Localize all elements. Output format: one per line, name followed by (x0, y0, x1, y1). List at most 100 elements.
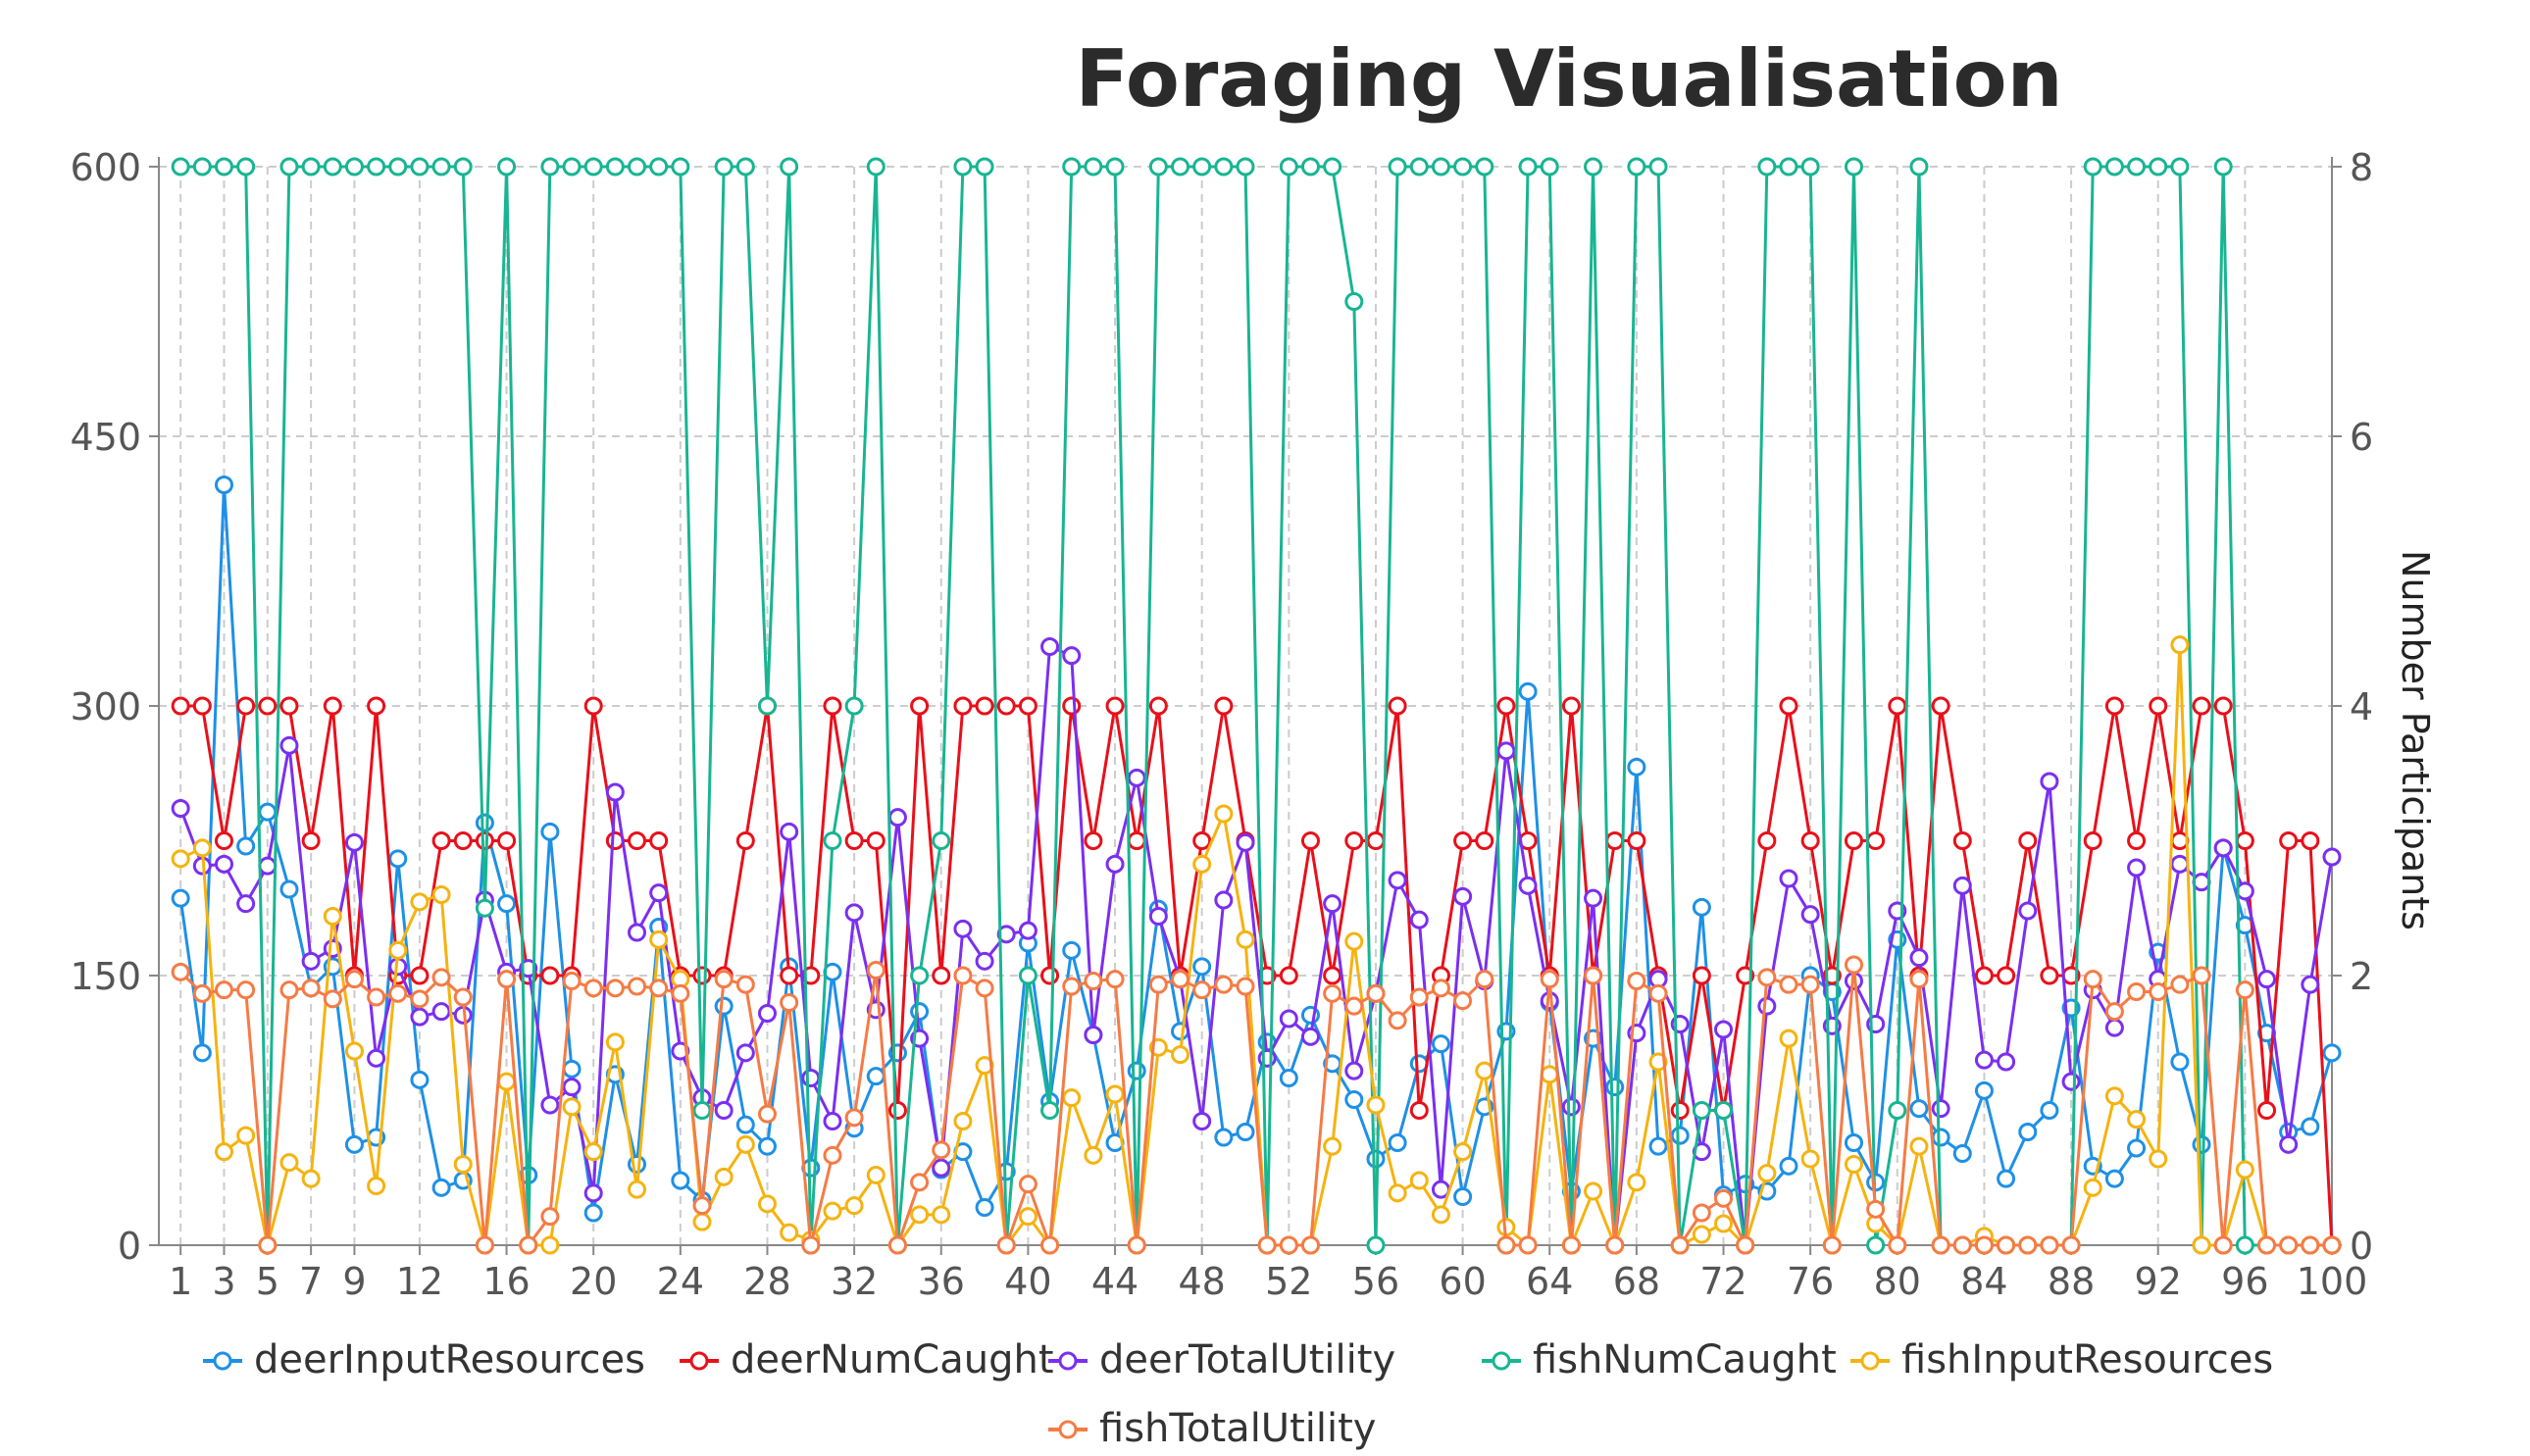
data-point[interactable] (301, 157, 321, 176)
data-point[interactable] (975, 157, 994, 176)
data-point[interactable] (2083, 831, 2102, 850)
data-point[interactable] (583, 1203, 603, 1223)
data-point[interactable] (1648, 983, 1668, 1003)
data-point[interactable] (649, 157, 669, 176)
data-point[interactable] (171, 157, 190, 176)
data-point[interactable] (2018, 1235, 2038, 1255)
data-point[interactable] (519, 959, 538, 979)
data-point[interactable] (2322, 1043, 2342, 1063)
data-point[interactable] (823, 1201, 842, 1221)
data-point[interactable] (1214, 1128, 1234, 1147)
data-point[interactable] (2192, 1235, 2211, 1255)
data-point[interactable] (1584, 1181, 1603, 1201)
data-point[interactable] (410, 1007, 430, 1027)
data-point[interactable] (1279, 1235, 1298, 1255)
data-point[interactable] (540, 966, 560, 985)
data-point[interactable] (996, 696, 1016, 716)
data-point[interactable] (2322, 1235, 2342, 1255)
data-point[interactable] (823, 1112, 842, 1130)
data-point[interactable] (757, 1136, 777, 1156)
data-point[interactable] (1692, 897, 1711, 917)
data-point[interactable] (1974, 1235, 1994, 1255)
data-point[interactable] (583, 979, 603, 998)
data-point[interactable] (1453, 1142, 1473, 1162)
data-point[interactable] (1040, 1235, 1060, 1255)
data-point[interactable] (1952, 876, 1972, 895)
data-point[interactable] (1171, 1045, 1190, 1065)
data-point[interactable] (1627, 757, 1646, 777)
data-point[interactable] (2104, 157, 2124, 176)
data-point[interactable] (1236, 157, 1255, 176)
data-point[interactable] (236, 894, 256, 914)
data-point[interactable] (975, 696, 994, 716)
data-point[interactable] (431, 968, 451, 987)
data-point[interactable] (1236, 832, 1255, 852)
data-point[interactable] (2170, 157, 2190, 176)
data-point[interactable] (1366, 1095, 1386, 1115)
data-point[interactable] (1670, 1235, 1690, 1255)
data-point[interactable] (2235, 1160, 2254, 1180)
data-point[interactable] (1475, 157, 1494, 176)
data-point[interactable] (1148, 907, 1168, 926)
data-point[interactable] (714, 970, 734, 989)
data-point[interactable] (671, 1171, 690, 1190)
data-point[interactable] (2192, 696, 2211, 716)
data-point[interactable] (388, 940, 408, 960)
data-point[interactable] (2192, 873, 2211, 892)
data-point[interactable] (214, 980, 233, 1000)
data-point[interactable] (735, 1134, 755, 1154)
data-point[interactable] (1344, 931, 1364, 951)
data-point[interactable] (1018, 696, 1037, 716)
data-point[interactable] (605, 979, 625, 998)
data-point[interactable] (2104, 696, 2124, 716)
data-point[interactable] (323, 696, 342, 716)
data-point[interactable] (1540, 1065, 1559, 1084)
data-point[interactable] (953, 919, 973, 938)
data-point[interactable] (367, 157, 386, 176)
data-point[interactable] (171, 962, 190, 981)
data-point[interactable] (1062, 696, 1082, 716)
data-point[interactable] (2083, 1178, 2102, 1197)
data-point[interactable] (475, 831, 494, 850)
legend-item-fishTotalUtility[interactable]: fishTotalUtility (1048, 1406, 1376, 1451)
data-point[interactable] (1300, 1235, 1320, 1255)
data-point[interactable] (780, 822, 799, 841)
data-point[interactable] (1670, 1101, 1690, 1120)
data-point[interactable] (953, 1112, 973, 1130)
data-point[interactable] (1909, 948, 1929, 968)
data-point[interactable] (671, 157, 690, 176)
data-point[interactable] (1475, 831, 1494, 850)
data-point[interactable] (1909, 1099, 1929, 1119)
data-point[interactable] (2279, 831, 2299, 850)
data-point[interactable] (2104, 1086, 2124, 1106)
data-point[interactable] (301, 1169, 321, 1188)
data-point[interactable] (192, 1043, 212, 1063)
data-point[interactable] (236, 157, 256, 176)
data-point[interactable] (1018, 1207, 1037, 1227)
data-point[interactable] (1800, 831, 1820, 850)
data-point[interactable] (2235, 881, 2254, 901)
data-point[interactable] (887, 808, 907, 828)
data-point[interactable] (714, 996, 734, 1016)
data-point[interactable] (1518, 876, 1538, 895)
data-point[interactable] (1236, 977, 1255, 996)
data-point[interactable] (2040, 966, 2059, 985)
data-point[interactable] (1757, 996, 1777, 1016)
data-point[interactable] (605, 157, 625, 176)
data-point[interactable] (2127, 831, 2147, 850)
data-point[interactable] (735, 1115, 755, 1134)
data-point[interactable] (605, 782, 625, 802)
data-point[interactable] (1561, 1097, 1581, 1117)
data-point[interactable] (431, 831, 451, 850)
data-point[interactable] (1279, 966, 1298, 985)
data-point[interactable] (388, 983, 408, 1003)
data-point[interactable] (780, 157, 799, 176)
data-point[interactable] (866, 961, 886, 979)
data-point[interactable] (757, 1004, 777, 1023)
data-point[interactable] (1279, 157, 1298, 176)
data-point[interactable] (1323, 894, 1342, 914)
data-point[interactable] (323, 989, 342, 1009)
data-point[interactable] (714, 1101, 734, 1120)
data-point[interactable] (171, 799, 190, 818)
data-point[interactable] (735, 1043, 755, 1063)
